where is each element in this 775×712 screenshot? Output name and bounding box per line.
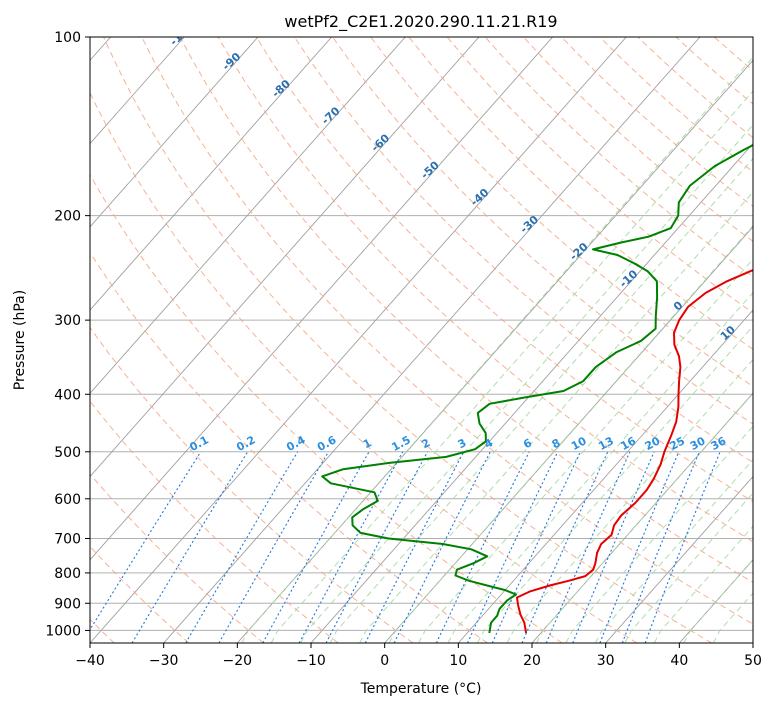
y-tick-label: 300 xyxy=(54,313,81,329)
y-tick-label: 1000 xyxy=(45,623,81,639)
y-tick-label: 600 xyxy=(54,492,81,508)
y-tick-label: 800 xyxy=(54,566,81,582)
x-tick-label: 0 xyxy=(380,653,389,669)
y-tick-label: 700 xyxy=(54,532,81,548)
x-tick-label: −10 xyxy=(296,653,326,669)
x-tick-label: 50 xyxy=(744,653,762,669)
x-tick-label: 30 xyxy=(597,653,615,669)
x-tick-label: 10 xyxy=(449,653,467,669)
y-tick-label: 200 xyxy=(54,209,81,225)
y-tick-label: 900 xyxy=(54,596,81,612)
y-tick-label: 100 xyxy=(54,30,81,46)
y-tick-label: 400 xyxy=(54,387,81,403)
x-axis-label: Temperature (°C) xyxy=(360,681,482,697)
x-tick-label: 40 xyxy=(670,653,688,669)
y-tick-label: 500 xyxy=(54,445,81,461)
x-tick-label: −20 xyxy=(223,653,253,669)
y-axis-label: Pressure (hPa) xyxy=(12,290,28,390)
x-tick-label: −40 xyxy=(75,653,105,669)
x-tick-label: −30 xyxy=(149,653,179,669)
chart-title: wetPf2_C2E1.2020.290.11.21.R19 xyxy=(284,12,557,32)
x-tick-label: 20 xyxy=(523,653,541,669)
